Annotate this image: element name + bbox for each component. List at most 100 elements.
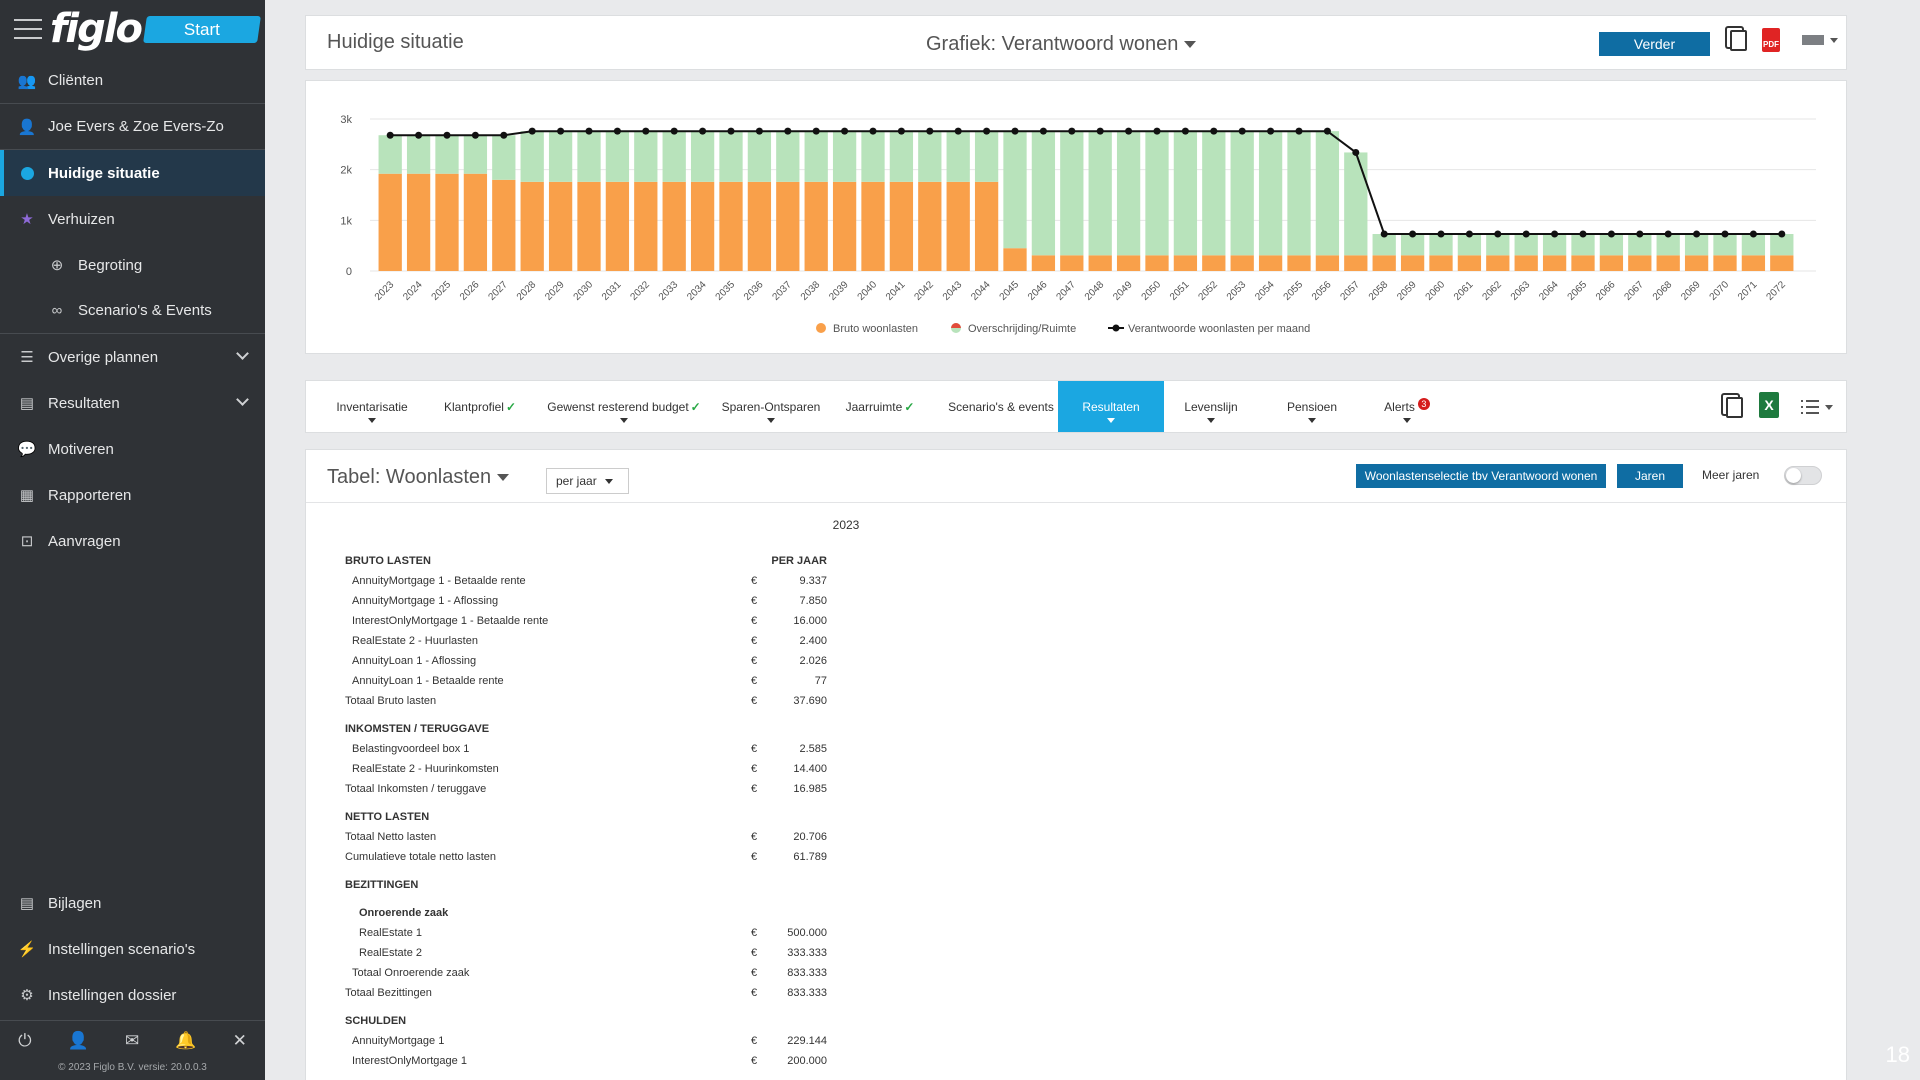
x-tick-label: 2042 xyxy=(912,279,936,303)
chart-icon: ▤ xyxy=(19,395,35,412)
x-tick-label: 2033 xyxy=(657,279,681,303)
caret-down-icon xyxy=(620,418,628,423)
currency-symbol: € xyxy=(751,595,758,607)
bar-bruto-woonlasten xyxy=(974,181,999,271)
table-section-header: SCHULDEN xyxy=(306,1012,906,1032)
mail-icon[interactable]: ✉ xyxy=(124,1030,140,1050)
bar-bruto-woonlasten xyxy=(1514,255,1538,271)
excel-icon[interactable]: X xyxy=(1759,392,1779,418)
sidebar-item-scenario-s-events[interactable]: ∞ Scenario's & Events xyxy=(0,288,265,334)
bar-bruto-woonlasten xyxy=(634,181,658,271)
bell-icon[interactable]: 🔔 xyxy=(175,1030,197,1050)
tools-icon[interactable]: ✕ xyxy=(232,1030,247,1050)
power-icon[interactable]: ⏻ xyxy=(18,1030,32,1050)
flag-dropdown-icon[interactable] xyxy=(1800,28,1840,52)
row-label: InterestOnlyMortgage 1 - Betaalde rente xyxy=(352,615,549,627)
tab-resultaten[interactable]: Resultaten xyxy=(1058,381,1164,432)
verder-button[interactable]: Verder xyxy=(1599,32,1710,56)
tab-pensioen[interactable]: Pensioen xyxy=(1262,381,1362,432)
bar-bruto-woonlasten xyxy=(861,181,885,271)
bolt-icon: ⚡ xyxy=(17,941,37,958)
bar-overschrijding-ruimte xyxy=(1173,131,1198,256)
bar-bruto-woonlasten xyxy=(1258,255,1283,271)
pdf-icon[interactable]: PDF xyxy=(1761,28,1781,52)
meer-jaren-label: Meer jaren xyxy=(1702,468,1760,482)
x-tick-label: 2070 xyxy=(1708,279,1732,303)
bar-overschrijding-ruimte xyxy=(1400,234,1425,256)
user-icon[interactable]: 👤 xyxy=(67,1030,89,1050)
x-tick-label: 2058 xyxy=(1367,279,1391,303)
tab-label: Resultaten xyxy=(1082,399,1140,414)
sidebar-item-label: Bijlagen xyxy=(48,894,102,912)
bar-overschrijding-ruimte xyxy=(1457,234,1482,256)
report-icon: ▦ xyxy=(19,487,35,504)
sidebar-item-aanvragen[interactable]: ⊡ Aanvragen xyxy=(0,518,265,564)
legend-label: Verantwoorde woonlasten per maand xyxy=(1128,323,1310,335)
alert-count-badge: 3 xyxy=(1417,397,1430,410)
x-tick-label: 2069 xyxy=(1679,279,1703,303)
row-value: 2.585 xyxy=(799,743,827,755)
bar-bruto-woonlasten xyxy=(1003,248,1027,271)
woonlastenselectie-button[interactable]: Woonlastenselectie tbv Verantwoord wonen xyxy=(1356,464,1606,488)
sidebar-item-resultaten[interactable]: ▤ Resultaten xyxy=(0,380,265,426)
sidebar-item-overige-plannen[interactable]: ☰ Overige plannen xyxy=(0,334,265,380)
x-tick-label: 2031 xyxy=(600,279,624,303)
tab-label: Alerts xyxy=(1384,399,1415,414)
meer-jaren-toggle[interactable] xyxy=(1784,466,1822,485)
glasses-icon: ∞ xyxy=(51,302,63,319)
table-title-selector[interactable]: Tabel: Woonlasten xyxy=(327,466,510,489)
currency-symbol: € xyxy=(751,675,758,687)
bar-overschrijding-ruimte xyxy=(832,131,857,182)
tab-jaarruimte[interactable]: Jaarruimte ✓ xyxy=(832,381,928,432)
bar-bruto-woonlasten xyxy=(1628,255,1652,271)
x-tick-label: 2049 xyxy=(1111,279,1135,303)
line-point xyxy=(897,127,905,135)
tab-gewenst-resterend-budget[interactable]: Gewenst resterend budget ✓ xyxy=(534,381,714,432)
bar-overschrijding-ruimte xyxy=(1230,131,1254,256)
sidebar-item-instellingen-dossier[interactable]: ⚙ Instellingen dossier xyxy=(0,972,265,1018)
users-icon: 👥 xyxy=(17,72,37,90)
sidebar-item-instellingen-scenario-s[interactable]: ⚡ Instellingen scenario's xyxy=(0,926,265,972)
sidebar-item-bijlagen[interactable]: ▤ Bijlagen xyxy=(0,880,265,926)
sidebar-item-huidige-situatie[interactable]: Huidige situatie xyxy=(0,150,265,196)
bar-bruto-woonlasten xyxy=(1173,255,1198,271)
x-tick-label: 2023 xyxy=(373,279,397,303)
line-point xyxy=(1096,127,1104,135)
currency-symbol: € xyxy=(751,927,758,939)
caret-down-icon xyxy=(767,418,775,423)
table-row: Totaal Inkomsten / teruggave €16.985 xyxy=(306,780,906,800)
sidebar-item-begroting[interactable]: ⊕ Begroting xyxy=(0,242,265,288)
bar-overschrijding-ruimte xyxy=(1656,234,1680,256)
x-tick-label: 2041 xyxy=(884,279,908,303)
line-point xyxy=(443,131,451,139)
sidebar-item-motiveren[interactable]: 💬 Motiveren xyxy=(0,426,265,472)
period-select[interactable]: per jaar xyxy=(546,468,629,494)
line-point xyxy=(1465,230,1473,238)
bar-overschrijding-ruimte xyxy=(1542,234,1567,256)
row-label: BRUTO LASTEN xyxy=(345,555,431,567)
x-tick-label: 2028 xyxy=(515,279,539,303)
sidebar-item-label: Begroting xyxy=(78,256,143,274)
sidebar-item-verhuizen[interactable]: ★ Verhuizen xyxy=(0,196,265,242)
tab-alerts[interactable]: Alerts 3 xyxy=(1366,381,1448,432)
currency-symbol: € xyxy=(751,695,758,707)
sidebar-item-joe-evers-zoe-evers-zo[interactable]: 👤 Joe Evers & Zoe Evers-Zo xyxy=(0,104,265,150)
sidebar-item-cli-nten[interactable]: 👥 Cliënten xyxy=(0,58,265,104)
copy-icon[interactable] xyxy=(1724,395,1744,419)
tab-klantprofiel[interactable]: Klantprofiel ✓ xyxy=(430,381,530,432)
list-view-icon[interactable] xyxy=(1797,395,1837,419)
start-button[interactable]: Start xyxy=(143,16,261,43)
tab-scenario-s-events[interactable]: Scenario's & events xyxy=(936,381,1066,432)
jaren-button[interactable]: Jaren xyxy=(1617,464,1683,488)
tab-inventarisatie[interactable]: Inventarisatie xyxy=(318,381,426,432)
hamburger-menu-icon[interactable] xyxy=(14,19,42,39)
tab-levenslijn[interactable]: Levenslijn xyxy=(1168,381,1254,432)
sidebar-item-rapporteren[interactable]: ▦ Rapporteren xyxy=(0,472,265,518)
line-point xyxy=(1039,127,1047,135)
bar-bruto-woonlasten xyxy=(776,181,800,271)
figlo-logo[interactable]: figlo xyxy=(50,6,143,52)
chart-selector[interactable]: Grafiek: Verantwoord wonen xyxy=(926,33,1197,56)
currency-symbol: € xyxy=(751,831,758,843)
tab-sparen-ontsparen[interactable]: Sparen-Ontsparen xyxy=(721,381,821,432)
copy-icon[interactable] xyxy=(1728,28,1748,52)
